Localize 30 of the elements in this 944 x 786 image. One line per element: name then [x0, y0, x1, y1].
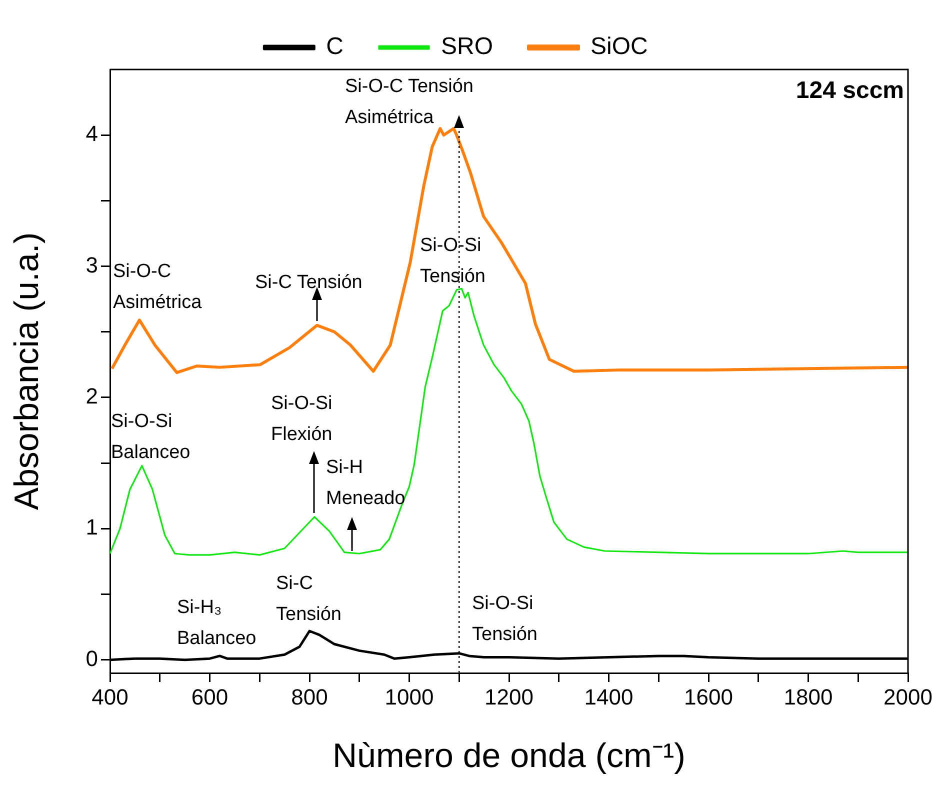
legend-label: SRO — [440, 33, 494, 60]
annotation: 124 sccm — [796, 77, 904, 104]
y-tick-label: 2 — [86, 384, 98, 409]
x-tick-label: 400 — [92, 684, 128, 710]
annotation: Si-O-C Asimétrica — [113, 261, 202, 313]
x-tick-label: 1600 — [684, 684, 733, 710]
legend-label: SiOC — [590, 33, 648, 60]
annotation: Si-C Tensión — [255, 272, 362, 293]
x-axis-title: Nùmero de onda (cm⁻¹) — [332, 736, 686, 775]
x-tick-label: 2000 — [884, 684, 932, 710]
x-tick-label: 1400 — [584, 684, 634, 710]
annotation: Si-O-Si Flexión — [271, 393, 332, 445]
x-tick-label: 1000 — [384, 684, 434, 710]
x-tick-label: 1200 — [484, 684, 534, 710]
y-tick-label: 4 — [86, 121, 98, 146]
annotation: Si-O-C Tensión Asimétrica — [345, 76, 474, 128]
annotation: Si-H₃ Balanceo — [177, 597, 256, 649]
annotation: Si-H Meneado — [326, 457, 406, 509]
y-axis-title: Absorbancia (u.a.) — [8, 232, 46, 510]
annotation: Si-O-Si Balanceo — [111, 411, 190, 463]
y-tick-label: 0 — [86, 646, 98, 671]
y-tick-label: 3 — [86, 252, 98, 278]
annotation: Si-O-Si Tensión — [420, 235, 486, 287]
legend-label: C — [326, 33, 344, 60]
y-tick-label: 1 — [86, 514, 98, 540]
x-tick-label: 600 — [191, 684, 228, 710]
x-tick-label: 800 — [291, 684, 328, 710]
x-tick-label: 1800 — [784, 684, 833, 710]
annotation: Si-O-Si Tensión — [472, 593, 538, 645]
annotation: Si-C Tensión — [276, 573, 342, 625]
